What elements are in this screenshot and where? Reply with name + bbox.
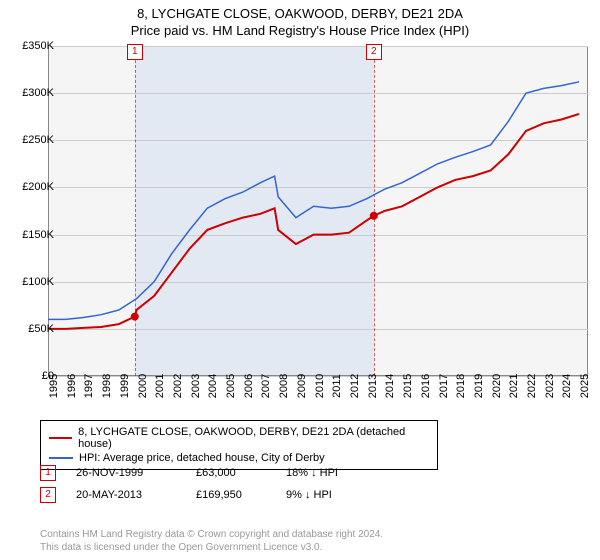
marker-badge: 1 <box>40 465 56 481</box>
y-tick-label: £250K <box>14 134 54 146</box>
chart-line <box>48 114 579 329</box>
transaction-price: £169,950 <box>196 489 266 501</box>
transaction-table: 1 26-NOV-1999 £63,000 18% ↓ HPI 2 20-MAY… <box>40 462 376 506</box>
x-tick-label: 1999 <box>119 374 131 398</box>
x-tick-label: 1998 <box>101 374 113 398</box>
marker-label-box: 1 <box>127 44 143 60</box>
x-tick-label: 2025 <box>579 374 591 398</box>
x-tick-label: 2010 <box>314 374 326 398</box>
marker-label-box: 2 <box>366 44 382 60</box>
x-tick-label: 2004 <box>207 374 219 398</box>
legend-swatch <box>49 437 72 439</box>
x-tick-label: 2002 <box>172 374 184 398</box>
x-tick-label: 1996 <box>66 374 78 398</box>
x-tick-label: 2021 <box>508 374 520 398</box>
transaction-date: 20-MAY-2013 <box>76 489 176 501</box>
y-tick-label: £300K <box>14 87 54 99</box>
chart-plot-area: 12 <box>48 46 588 376</box>
y-tick-label: £200K <box>14 181 54 193</box>
legend-row: 8, LYCHGATE CLOSE, OAKWOOD, DERBY, DE21 … <box>49 425 429 451</box>
y-tick-label: £50K <box>14 323 54 335</box>
chart-title-line2: Price paid vs. HM Land Registry's House … <box>0 21 600 38</box>
marker-dot <box>131 313 139 321</box>
x-tick-label: 2011 <box>331 374 343 398</box>
transaction-price: £63,000 <box>196 467 266 479</box>
footer-line: Contains HM Land Registry data © Crown c… <box>40 528 383 541</box>
x-tick-label: 2015 <box>402 374 414 398</box>
transaction-hpi-pct: 9% ↓ HPI <box>286 489 376 501</box>
x-tick-label: 2008 <box>278 374 290 398</box>
x-tick-label: 2009 <box>296 374 308 398</box>
x-tick-label: 1995 <box>48 374 60 398</box>
x-tick-label: 2001 <box>154 374 166 398</box>
root: 8, LYCHGATE CLOSE, OAKWOOD, DERBY, DE21 … <box>0 0 600 560</box>
x-axis-labels: 1995199619971998199920002001200220032004… <box>48 380 588 420</box>
transaction-date: 26-NOV-1999 <box>76 467 176 479</box>
table-row: 1 26-NOV-1999 £63,000 18% ↓ HPI <box>40 462 376 484</box>
y-tick-label: £150K <box>14 229 54 241</box>
chart-line <box>48 82 579 320</box>
marker-dot <box>370 212 378 220</box>
x-tick-label: 2017 <box>438 374 450 398</box>
footer-attribution: Contains HM Land Registry data © Crown c… <box>40 528 383 554</box>
x-tick-label: 2024 <box>561 374 573 398</box>
y-tick-label: £350K <box>14 40 54 52</box>
transaction-hpi-pct: 18% ↓ HPI <box>286 467 376 479</box>
table-row: 2 20-MAY-2013 £169,950 9% ↓ HPI <box>40 484 376 506</box>
marker-badge: 2 <box>40 487 56 503</box>
x-tick-label: 2019 <box>473 374 485 398</box>
x-tick-label: 2023 <box>544 374 556 398</box>
x-tick-label: 2005 <box>225 374 237 398</box>
footer-line: This data is licensed under the Open Gov… <box>40 541 383 554</box>
x-tick-label: 1997 <box>83 374 95 398</box>
x-tick-label: 2012 <box>349 374 361 398</box>
x-tick-label: 2000 <box>137 374 149 398</box>
x-tick-label: 2018 <box>455 374 467 398</box>
x-tick-label: 2022 <box>526 374 538 398</box>
legend-swatch <box>49 457 73 459</box>
x-tick-label: 2016 <box>420 374 432 398</box>
x-tick-label: 2007 <box>260 374 272 398</box>
legend-label: 8, LYCHGATE CLOSE, OAKWOOD, DERBY, DE21 … <box>78 426 429 450</box>
chart-title-line1: 8, LYCHGATE CLOSE, OAKWOOD, DERBY, DE21 … <box>0 0 600 21</box>
x-tick-label: 2020 <box>491 374 503 398</box>
x-tick-label: 2006 <box>243 374 255 398</box>
y-tick-label: £100K <box>14 276 54 288</box>
x-tick-label: 2013 <box>367 374 379 398</box>
chart-lines-svg <box>48 46 588 376</box>
x-tick-label: 2014 <box>384 374 396 398</box>
x-tick-label: 2003 <box>190 374 202 398</box>
